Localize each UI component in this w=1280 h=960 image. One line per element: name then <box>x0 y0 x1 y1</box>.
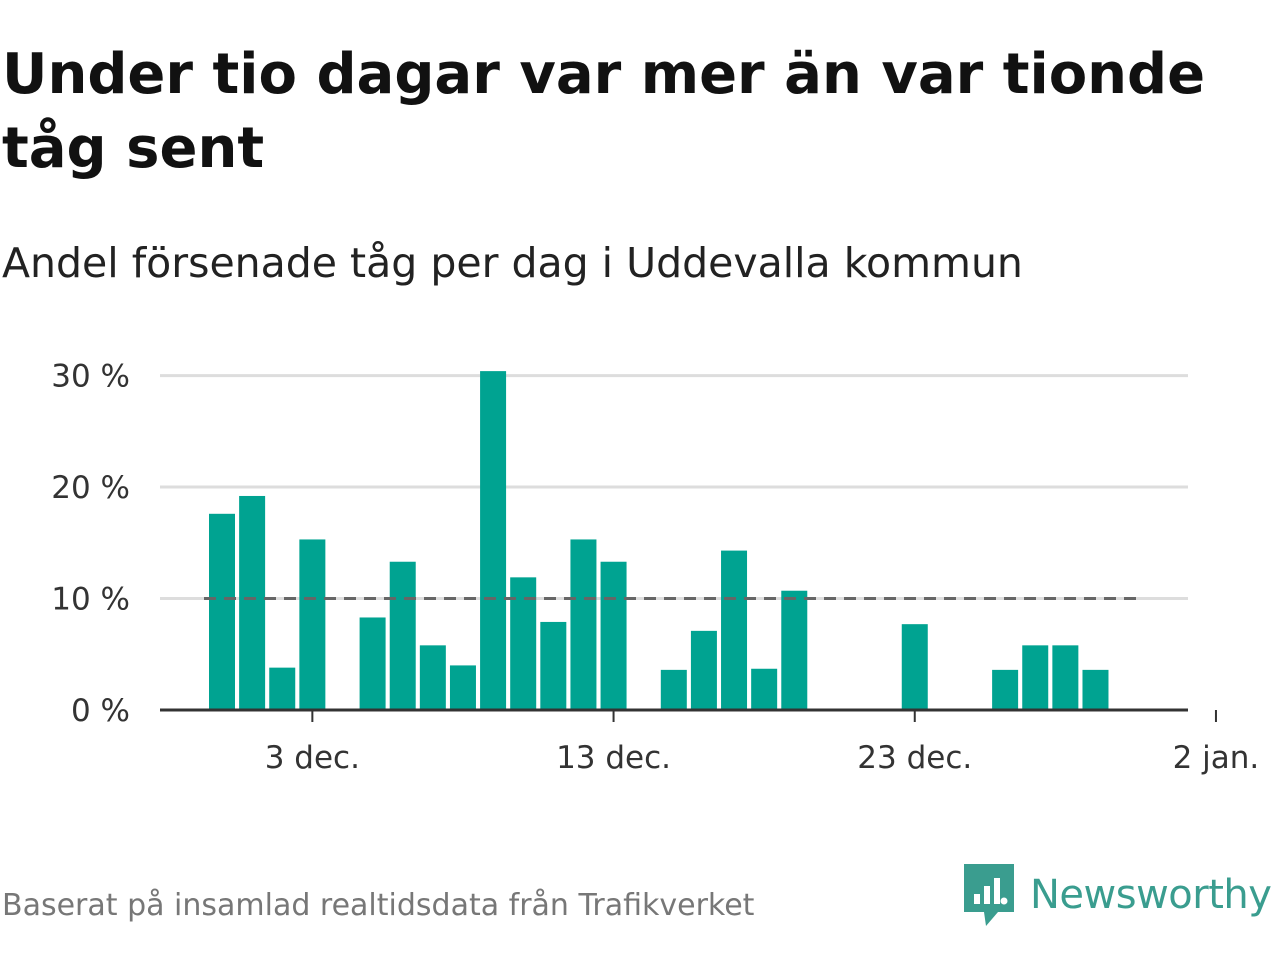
bar <box>540 621 567 710</box>
bar-chart: 0 % 10 % 20 % 30 % 3 dec. 13 dec. 23 dec. 2 jan… <box>51 359 1259 776</box>
chart-subtitle: Andel försenade tåg per dag i Uddevalla … <box>2 239 1023 287</box>
bar <box>359 617 386 710</box>
bar <box>721 550 748 710</box>
y-tick-label: 20 % <box>51 470 130 506</box>
bar <box>600 561 627 710</box>
x-tick-label: 23 dec. <box>857 740 972 776</box>
bar <box>419 645 446 710</box>
brand: Newsworthy <box>964 862 1272 928</box>
newsworthy-logo-icon <box>964 864 1014 926</box>
x-tick-label: 2 jan. <box>1173 740 1260 776</box>
bar <box>1022 645 1049 710</box>
bar <box>690 630 717 710</box>
bar <box>389 561 416 710</box>
bar <box>660 669 687 710</box>
bar <box>992 669 1019 710</box>
y-tick-label: 0 % <box>71 693 130 729</box>
bar <box>570 539 597 710</box>
y-tick-label: 10 % <box>51 582 130 618</box>
bar <box>269 667 296 710</box>
axes: 0 % 10 % 20 % 30 % 3 dec. 13 dec. 23 dec. 2 jan… <box>51 359 1259 776</box>
bar <box>1082 669 1109 710</box>
brand-name: Newsworthy <box>1030 872 1272 918</box>
source-note: Baserat på insamlad realtidsdata från Tr… <box>2 888 755 923</box>
bar <box>781 590 808 710</box>
bar <box>901 624 928 710</box>
bar <box>299 539 326 710</box>
bar <box>751 668 778 710</box>
x-tick-label: 13 dec. <box>556 740 671 776</box>
bar <box>209 513 235 710</box>
x-tick-label: 3 dec. <box>265 740 360 776</box>
bars <box>209 371 1109 710</box>
bar <box>480 371 507 710</box>
chart-title: Under tio dagar var mer än var tionde tå… <box>2 42 1206 181</box>
y-tick-label: 30 % <box>51 359 130 395</box>
bar <box>449 665 476 710</box>
bar <box>239 495 266 710</box>
bar <box>1052 645 1079 710</box>
